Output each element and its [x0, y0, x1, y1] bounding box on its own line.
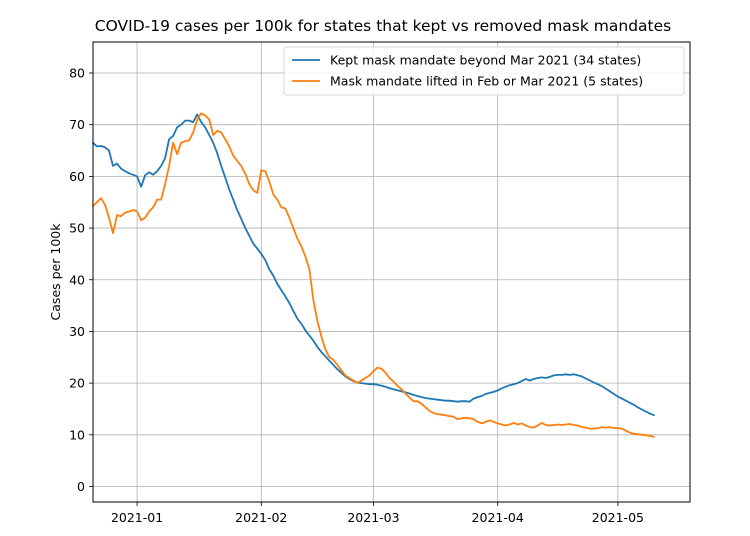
x-tick-label: 2021-04	[472, 510, 524, 525]
x-tick-label: 2021-05	[592, 510, 644, 525]
series-lines	[92, 112, 655, 438]
y-tick-label: 70	[69, 117, 85, 132]
y-tick-label: 10	[69, 427, 85, 442]
legend-label-2: Mask mandate lifted in Feb or Mar 2021 (…	[330, 74, 643, 89]
legend: Kept mask mandate beyond Mar 2021 (34 st…	[283, 46, 685, 96]
series-line-2	[92, 112, 655, 438]
y-tick-label: 0	[77, 479, 85, 494]
y-tick-label: 30	[69, 324, 85, 339]
x-tick-label: 2021-03	[347, 510, 399, 525]
y-tick-label: 20	[69, 376, 85, 391]
x-tick-label: 2021-01	[111, 510, 163, 525]
y-tick-label: 80	[69, 66, 85, 81]
legend-label-1: Kept mask mandate beyond Mar 2021 (34 st…	[330, 53, 641, 68]
y-axis: 0 10 20 30 40 50 60 70 80	[69, 66, 93, 494]
series-line-1	[92, 113, 655, 417]
y-axis-label: Cases per 100k	[48, 223, 63, 321]
chart-title: COVID-19 cases per 100k for states that …	[95, 17, 671, 35]
plot-frame	[92, 41, 691, 503]
x-axis: 2021-01 2021-02 2021-03 2021-04 2021-05	[111, 502, 644, 525]
x-tick-label: 2021-02	[235, 510, 287, 525]
y-tick-label: 40	[69, 272, 85, 287]
y-tick-label: 50	[69, 221, 85, 236]
y-tick-label: 60	[69, 169, 85, 184]
legend-box	[283, 46, 685, 96]
